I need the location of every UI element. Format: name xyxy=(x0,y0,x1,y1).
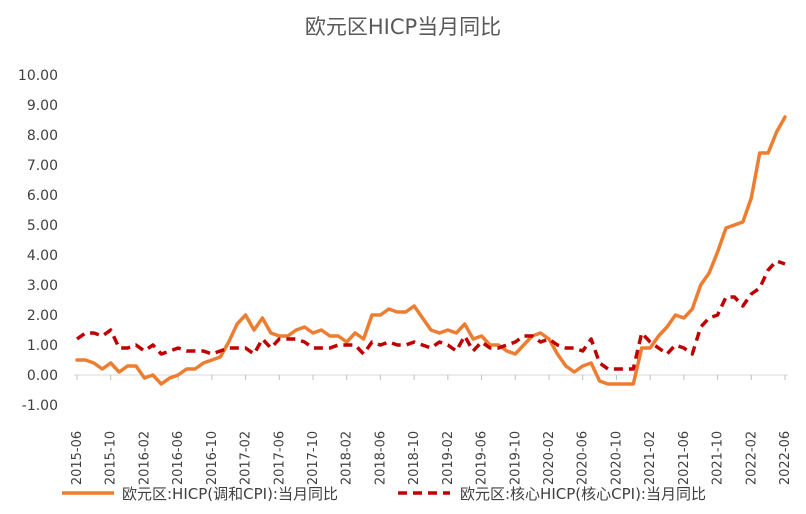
x-tick-label: 2015-10 xyxy=(104,431,119,485)
x-tick-label: 2018-06 xyxy=(373,431,388,485)
x-axis-tick-labels: 2015-06 2015-10 2016-02 2016-06 2016-10 2017-… xyxy=(70,431,793,485)
plot-lines xyxy=(75,115,787,386)
x-tick-label: 2016-06 xyxy=(171,431,186,485)
x-tick-label: 2018-10 xyxy=(407,431,422,485)
y-tick-label: 6.00 xyxy=(27,188,58,204)
y-axis-tick-labels: -1.00 0.00 1.00 2.00 3.00 4.00 5.00 6.00 7.00 8.0… xyxy=(18,68,58,414)
x-tick-label: 2021-10 xyxy=(711,431,726,485)
x-tick-label: 2019-06 xyxy=(475,431,490,485)
x-tick-label: 2021-06 xyxy=(677,431,692,485)
x-tick-label: 2018-02 xyxy=(340,431,355,485)
x-tick-label: 2017-10 xyxy=(306,431,321,485)
hicp-series-line xyxy=(75,115,787,386)
x-tick-label: 2022-02 xyxy=(744,431,759,485)
core-hicp-series-line xyxy=(75,259,786,371)
x-tick-label: 2016-02 xyxy=(137,431,152,485)
y-tick-label: 8.00 xyxy=(27,128,58,144)
x-tick-label: 2015-06 xyxy=(70,431,85,485)
y-tick-label: 3.00 xyxy=(27,278,58,294)
y-tick-label: 9.00 xyxy=(27,98,58,114)
x-tick-label: 2019-10 xyxy=(508,431,523,485)
x-tick-label: 2022-06 xyxy=(778,431,793,485)
y-tick-label: 10.00 xyxy=(18,68,58,84)
x-tick-label: 2017-06 xyxy=(272,431,287,485)
y-tick-label: 4.00 xyxy=(27,248,58,264)
legend: 欧元区:HICP(调和CPI):当月同比 欧元区:核心HICP(核心CPI):当月… xyxy=(62,485,706,503)
y-tick-label: -1.00 xyxy=(22,398,58,414)
x-tick-label: 2020-06 xyxy=(576,431,591,485)
x-tick-label: 2020-10 xyxy=(609,431,624,485)
y-tick-label: 5.00 xyxy=(27,218,58,234)
legend-label: 欧元区:HICP(调和CPI):当月同比 xyxy=(122,485,338,503)
x-tick-label: 2019-02 xyxy=(441,431,456,485)
legend-label: 欧元区:核心HICP(核心CPI):当月同比 xyxy=(460,485,706,503)
x-tick-label: 2016-10 xyxy=(205,431,220,485)
chart-title: 欧元区HICP当月同比 xyxy=(305,15,501,39)
y-tick-label: 7.00 xyxy=(27,158,58,174)
y-tick-label: 1.00 xyxy=(27,338,58,354)
y-tick-label: 0.00 xyxy=(27,368,58,384)
y-tick-label: 2.00 xyxy=(27,308,58,324)
x-tick-label: 2021-02 xyxy=(643,431,658,485)
x-tick-label: 2017-02 xyxy=(239,431,254,485)
x-axis xyxy=(74,374,788,380)
x-tick-label: 2020-02 xyxy=(542,431,557,485)
